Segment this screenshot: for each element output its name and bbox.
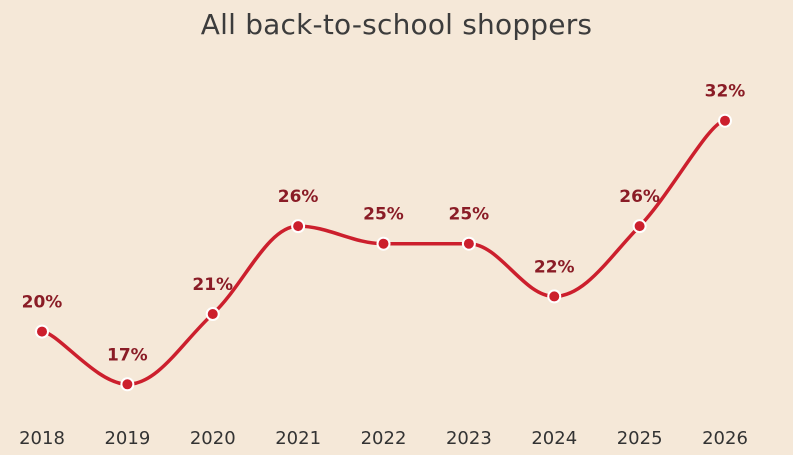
data-point[interactable]: [718, 113, 732, 128]
data-label: 17%: [107, 345, 148, 365]
chart-title: All back-to-school shoppers: [200, 8, 593, 41]
x-tick-label: 2024: [531, 428, 577, 449]
data-label: 21%: [192, 275, 233, 295]
x-tick-label: 2025: [617, 428, 663, 449]
data-label: 20%: [22, 293, 63, 313]
data-label: 32%: [705, 82, 746, 102]
data-point[interactable]: [376, 236, 391, 251]
data-label: 25%: [363, 205, 404, 225]
x-tick-label: 2023: [446, 428, 492, 449]
data-label: 25%: [449, 205, 490, 225]
data-point[interactable]: [291, 219, 306, 234]
data-point-layer: [35, 113, 732, 392]
x-tick-label: 2026: [702, 428, 748, 449]
data-label: 22%: [534, 257, 575, 277]
x-axis-tick-layer: 2018 2019 2020 2021 2022 2023 2024 2025 2026: [19, 428, 748, 449]
data-point[interactable]: [205, 307, 220, 321]
data-point[interactable]: [35, 324, 49, 339]
data-point[interactable]: [547, 289, 562, 304]
data-point[interactable]: [632, 219, 647, 234]
x-tick-label: 2019: [104, 428, 150, 449]
data-point[interactable]: [120, 377, 135, 392]
x-tick-label: 2018: [19, 428, 65, 449]
data-point[interactable]: [461, 236, 476, 251]
data-label: 26%: [278, 187, 319, 207]
x-tick-label: 2021: [275, 428, 321, 449]
data-label-layer: 20% 17% 21% 26% 25% 25% 22% 26% 32%: [22, 82, 746, 366]
x-tick-label: 2020: [190, 428, 236, 449]
x-tick-label: 2022: [361, 428, 407, 449]
data-label: 26%: [619, 187, 660, 207]
